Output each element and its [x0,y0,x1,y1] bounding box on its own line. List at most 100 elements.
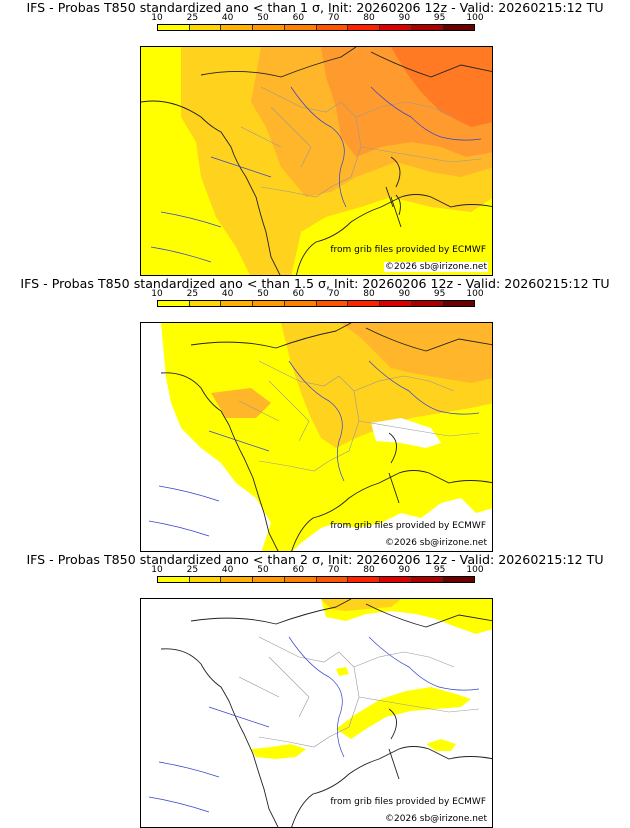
colorbar-segment [411,301,444,306]
colorbar-segment [253,577,285,582]
colorbar-segment [443,25,475,30]
colorbar-tick-label: 95 [433,13,446,23]
colorbar-tick-label: 90 [398,565,411,575]
colorbar-tick-label: 95 [433,289,446,299]
colorbar-segment [221,301,254,306]
colorbar-tick-label: 10 [151,289,163,299]
credit-copyright: ©2026 sb@irizone.net [384,814,488,824]
colorbar-ticks: 10 25 40 50 60 70 80 90 95 100 [151,289,483,300]
colorbar-tick-label: 95 [433,565,446,575]
map-svg [141,599,492,827]
probability-map[interactable]: from grib files provided by ECMWF ©2026 … [140,46,493,276]
fill-white [141,599,492,827]
colorbar-tick-label: 80 [363,289,375,299]
colorbar-tick-label: 70 [327,289,340,299]
colorbar-tick-label: 70 [327,565,340,575]
colorbar [157,576,475,583]
fill-yellow-spot [336,667,349,676]
fill-white-alps [371,418,441,448]
colorbar-segment [316,577,349,582]
colorbar-tick-label: 40 [221,565,234,575]
fill-gold-north [321,599,401,611]
colorbar-tick-label: 80 [363,565,375,575]
credit-copyright: ©2026 sb@irizone.net [384,538,488,548]
credit-source: from grib files provided by ECMWF [330,797,486,807]
colorbar-segment [443,301,475,306]
fill-yellow-alps [336,687,471,739]
colorbar-tick-label: 80 [363,13,375,23]
colorbar-segment [348,577,380,582]
panel-1: IFS - Probas T850 standardized ano < tha… [0,0,630,276]
colorbar-tick-label: 10 [151,13,163,23]
rivers [148,636,480,813]
map-svg [141,323,492,551]
colorbar-segment [189,301,222,306]
colorbar-tick-label: 50 [257,289,269,299]
colorbar-segment [443,577,475,582]
fill-white-coast [141,323,186,551]
probability-map[interactable]: from grib files provided by ECMWF ©2026 … [140,598,493,828]
colorbar-tick-label: 90 [398,13,411,23]
probability-map[interactable]: from grib files provided by ECMWF ©2026 … [140,322,493,552]
coastline [160,323,492,551]
colorbar-tick-label: 40 [221,289,234,299]
colorbar-segment [379,25,412,30]
fill-orange-west [211,388,271,418]
colorbar-segment [411,577,444,582]
colorbar-segment [379,577,412,582]
colorbar-tick-label: 10 [151,565,163,575]
coastline [160,599,492,827]
borders [238,360,480,472]
colorbar-tick-label: 100 [466,289,484,299]
panel-3: IFS - Probas T850 standardized ano < tha… [0,552,630,828]
colorbar-segment [284,301,317,306]
colorbar-tick-label: 70 [327,13,340,23]
colorbar-tick-label: 50 [257,565,269,575]
colorbar-tick-label: 40 [221,13,234,23]
credit-copyright: ©2026 sb@irizone.net [384,262,488,272]
colorbar-segment [348,25,380,30]
colorbar-segment [316,301,349,306]
colorbar-segment [158,301,190,306]
colorbar-ticks: 10 25 40 50 60 70 80 90 95 100 [151,565,483,576]
colorbar-segment [253,25,285,30]
colorbar-tick-label: 60 [292,565,305,575]
rivers [150,86,482,263]
colorbar-tick-label: 50 [257,13,269,23]
credit-source: from grib files provided by ECMWF [330,521,486,531]
colorbar-segment [379,301,412,306]
colorbar-tick-label: 90 [398,289,411,299]
colorbar-tick-label: 100 [466,13,484,23]
colorbar-segment [284,577,317,582]
colorbar-segment [348,301,380,306]
credit-source: from grib files provided by ECMWF [330,245,486,255]
colorbar-tick-label: 100 [466,565,484,575]
fill-orange-light [341,323,492,383]
fill-orange-dark [391,47,492,127]
colorbar-segment [316,25,349,30]
rivers [148,360,480,537]
fill-yellow-italy [426,739,456,751]
colorbar-segment [253,301,285,306]
colorbar-segment [284,25,317,30]
panel-2: IFS - Probas T850 standardized ano < tha… [0,276,630,552]
colorbar-segment [158,25,190,30]
borders [240,86,482,198]
colorbar-segment [221,25,254,30]
colorbar-tick-label: 60 [292,13,305,23]
map-svg [141,47,492,275]
fill-yellow-pyrenees [251,744,306,759]
borders [238,636,480,748]
panel-title: IFS - Probas T850 standardized ano < tha… [26,0,604,15]
colorbar-tick-label: 60 [292,289,305,299]
colorbar-segment [158,577,190,582]
colorbar-segment [189,25,222,30]
coastline [141,47,492,275]
panel-title: IFS - Probas T850 standardized ano < tha… [26,552,604,567]
colorbar-tick-label: 25 [186,289,199,299]
colorbar-tick-label: 25 [186,565,199,575]
colorbar-ticks: 10 25 40 50 60 70 80 90 95 100 [151,13,483,24]
colorbar [157,24,475,31]
colorbar-segment [221,577,254,582]
panel-title: IFS - Probas T850 standardized ano < tha… [20,276,610,291]
